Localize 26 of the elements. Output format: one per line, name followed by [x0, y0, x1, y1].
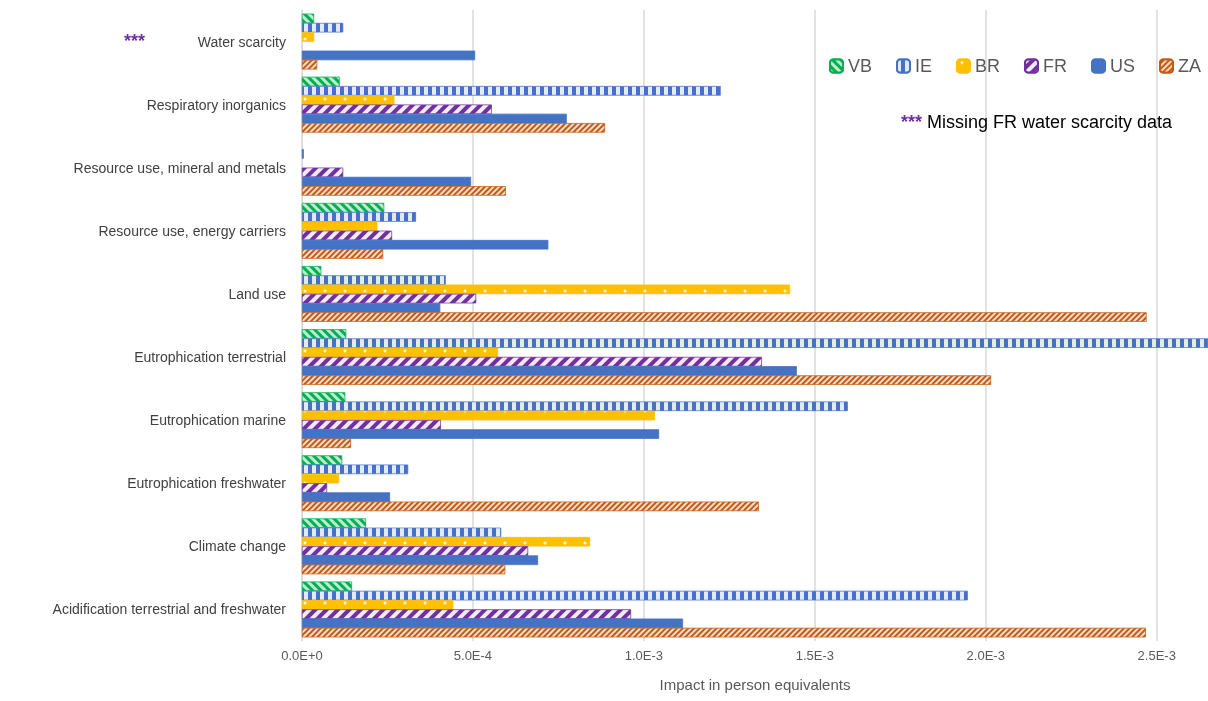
x-tick-label: 0.0E+0 [281, 648, 323, 663]
y-tick-label: Eutrophication freshwater [127, 475, 287, 492]
y-tick-label: Eutrophication marine [149, 412, 287, 429]
x-tick-label: 2.5E-3 [1137, 648, 1176, 663]
text: Missing FR water scarcity data [926, 112, 1173, 132]
legend-label: ZA [1178, 56, 1202, 76]
y-tick-label: Respiratory inorganics [146, 96, 286, 113]
x-tick-label: 5.0E-4 [453, 648, 493, 663]
legend-label: VB [847, 56, 872, 76]
y-tick-label: Water scarcity [197, 33, 286, 50]
legend-label: IE [914, 56, 932, 76]
x-tick-label: 1.5E-3 [795, 648, 834, 663]
y-tick-label: Eutrophication terrestrial [134, 349, 286, 366]
annotation: *** [900, 112, 922, 132]
x-axis-title: Impact in person equivalents [659, 676, 851, 693]
x-tick-label: 1.0E-3 [624, 648, 664, 663]
legend-label: FR [1043, 56, 1067, 76]
x-tick-label: 2.0E-3 [966, 648, 1005, 663]
y-tick-label: Climate change [188, 538, 287, 555]
y-tick-label: Resource use, mineral and metals [73, 159, 286, 176]
text: *** [124, 30, 146, 51]
legend-label: US [1109, 56, 1136, 76]
legend-label: BR [975, 56, 1001, 76]
y-tick-label: Land use [228, 285, 287, 302]
y-tick-label: Resource use, energy carriers [98, 222, 286, 239]
y-tick-label: Acidification terrestrial and freshwater [52, 601, 287, 618]
